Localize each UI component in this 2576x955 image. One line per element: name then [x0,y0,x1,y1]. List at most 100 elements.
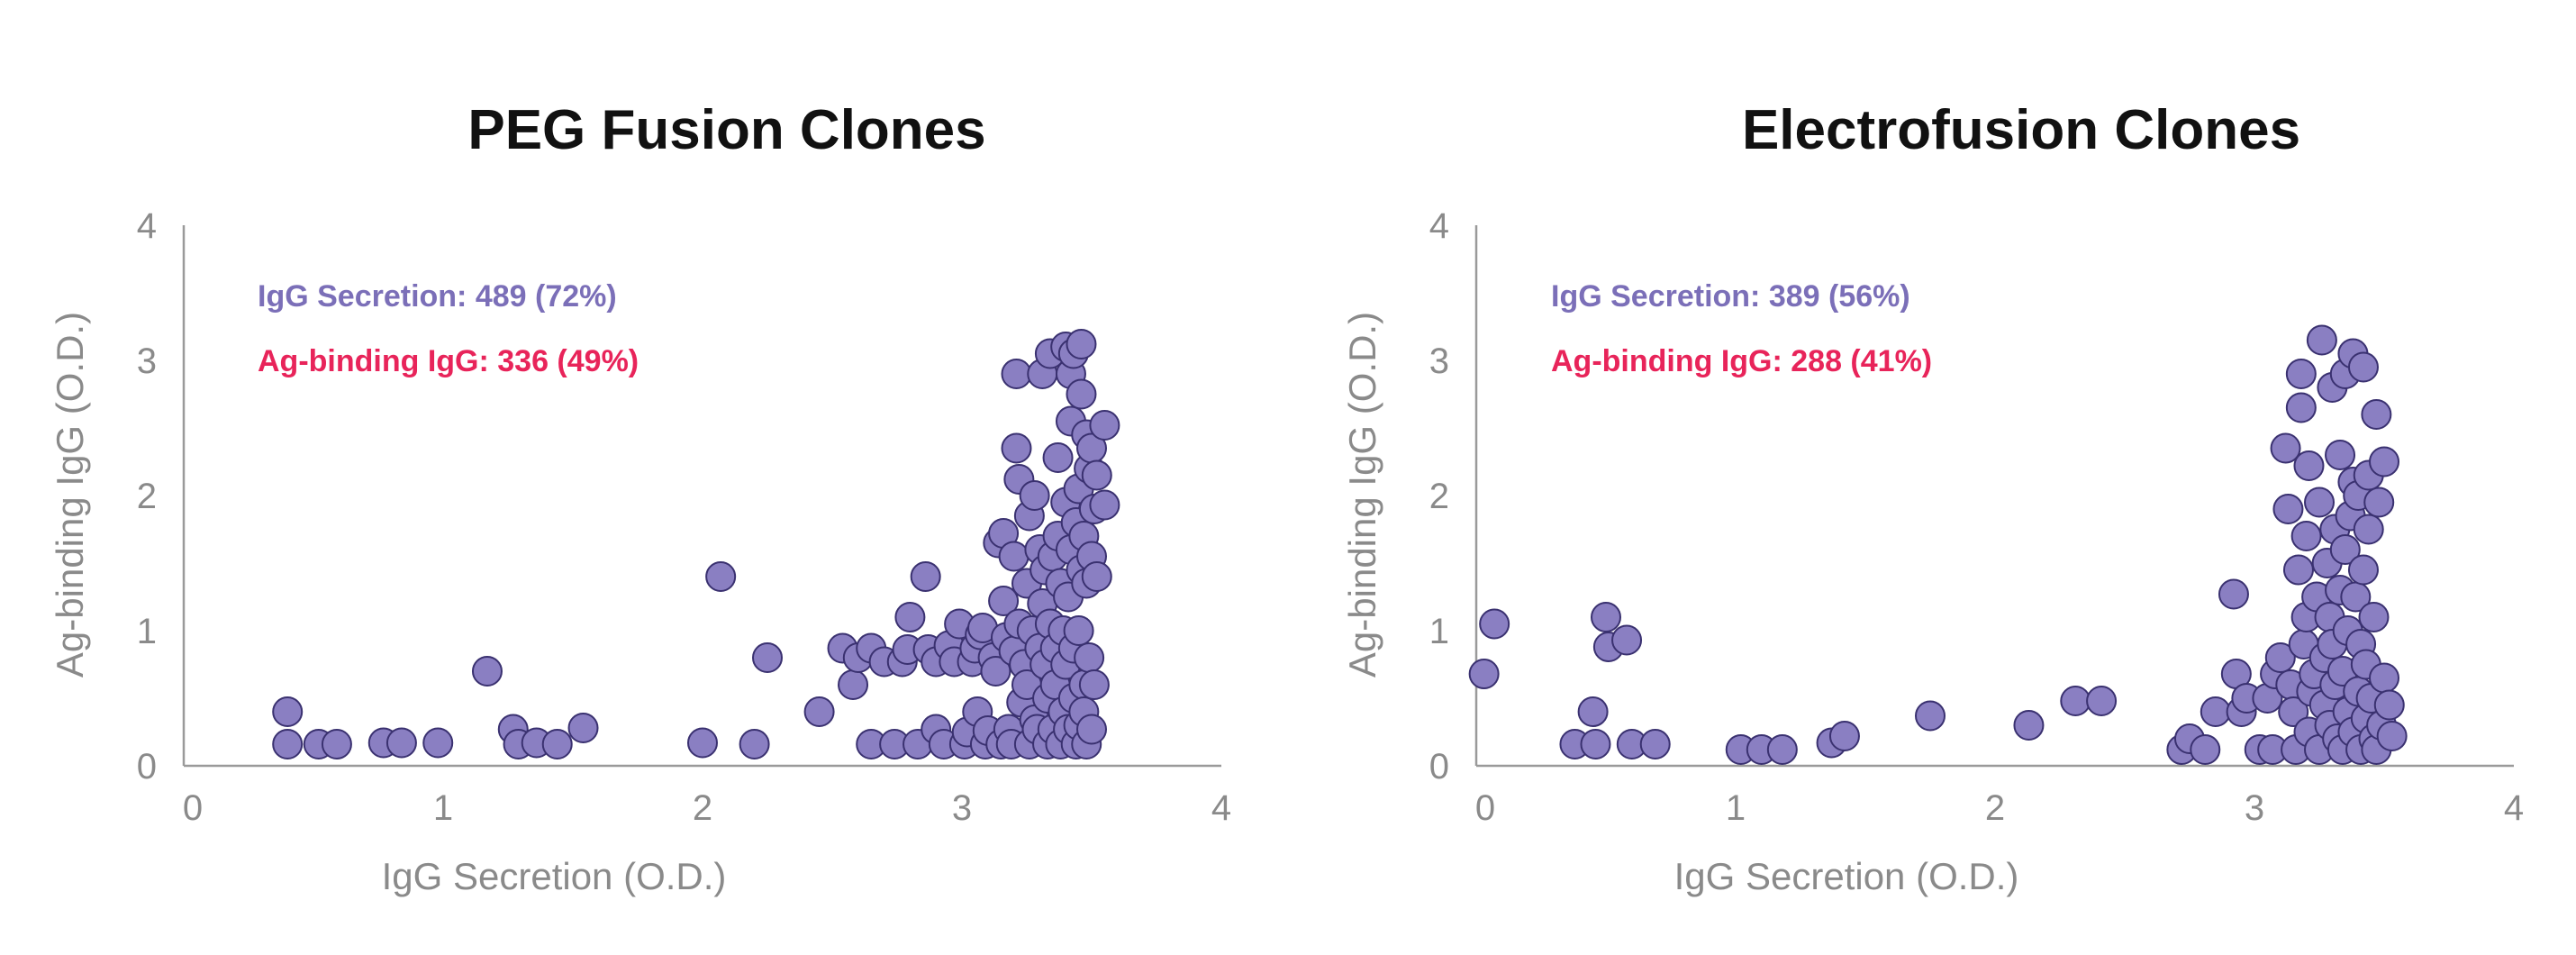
x-tick-label: 3 [2245,788,2264,828]
data-point [2306,324,2337,356]
data-point [1019,480,1050,511]
data-point [739,729,770,759]
data-point [894,602,926,632]
data-point [2376,721,2408,751]
x-axis-label: IgG Secretion (O.D.) [1674,855,2019,897]
scatter-points [272,329,1120,759]
data-point [2304,487,2335,518]
y-tick-labels: 0 1 2 3 4 [137,206,157,787]
data-point [1639,729,1671,759]
data-point [838,669,869,700]
scatter-points [1468,324,2408,765]
annotation-ag-binding: Ag-binding IgG: 336 (49%) [258,344,639,378]
y-tick-label: 2 [1429,477,1449,516]
y-tick-label: 4 [1429,206,1449,246]
data-point [705,561,737,592]
x-tick-label: 1 [433,788,453,828]
data-point [2363,487,2395,518]
data-point [1915,700,1946,732]
data-point [1078,669,1110,700]
y-tick-label: 1 [1429,612,1449,651]
data-point [1468,659,1500,689]
data-point [2290,521,2322,551]
x-tick-label: 0 [1475,788,1495,828]
data-point [272,696,304,727]
chart-electrofusion: Electrofusion Clones IgG Secretion (O.D.… [1341,99,2524,897]
data-point [803,696,835,727]
data-point [2369,446,2399,478]
data-point [471,656,503,687]
data-point [1089,489,1120,521]
data-point [272,729,304,759]
data-point [1066,329,1097,359]
annotation-igg-secretion: IgG Secretion: 489 (72%) [258,279,617,314]
annotation-igg-secretion: IgG Secretion: 389 (56%) [1551,279,1910,314]
data-point [2285,392,2317,423]
data-point [1074,642,1105,673]
data-point [2218,578,2249,610]
y-tick-label: 1 [137,612,157,651]
data-point [1479,608,1510,640]
x-tick-label: 4 [1211,788,1231,828]
x-tick-labels: 0 1 2 3 4 [1475,788,2524,828]
y-tick-label: 0 [137,747,157,787]
data-point [2329,534,2361,565]
data-point [422,727,454,759]
data-point [2347,554,2379,586]
data-point [1081,459,1112,491]
data-point [1001,432,1032,464]
data-point [1580,729,1611,759]
data-point [2200,696,2231,727]
y-tick-label: 2 [137,477,157,516]
chart-peg-fusion: PEG Fusion Clones IgG Secretion (O.D.) A… [49,99,1231,897]
x-tick-label: 1 [1726,788,1746,828]
y-axis-label: Ag-binding IgG (O.D.) [1341,312,1383,678]
data-point [2264,642,2296,673]
data-point [2282,554,2314,586]
data-point [1066,378,1097,410]
data-point [567,713,599,743]
data-point [1766,734,1798,765]
data-point [1063,615,1094,646]
y-tick-label: 4 [137,206,157,246]
x-tick-label: 3 [952,788,972,828]
data-point [1081,561,1112,592]
data-point [1001,359,1032,389]
data-point [2086,686,2118,716]
data-point [1591,602,1621,632]
x-tick-label: 2 [693,788,712,828]
data-point [752,642,783,673]
data-point [2369,662,2399,694]
data-point [321,729,352,759]
annotation-ag-binding: Ag-binding IgG: 288 (41%) [1551,344,1932,378]
data-point [2272,494,2304,524]
data-point [2325,440,2356,470]
data-point [1611,624,1643,656]
data-point [2270,432,2301,464]
data-point [2373,689,2405,721]
data-point [385,727,417,759]
data-point [2353,514,2384,545]
data-point [2358,602,2390,632]
data-point [1076,714,1107,745]
data-point [687,727,718,759]
data-point [910,561,941,592]
chart-title: PEG Fusion Clones [467,99,985,161]
data-point [980,656,1011,687]
y-tick-label: 3 [1429,341,1449,381]
y-axis-label: Ag-binding IgG (O.D.) [49,312,91,678]
data-point [2347,351,2379,383]
data-point [2361,399,2392,430]
x-tick-label: 0 [183,788,203,828]
data-point [2293,450,2325,481]
data-point [988,586,1020,616]
data-point [1089,410,1120,441]
data-point [2060,686,2091,716]
chart-title: Electrofusion Clones [1742,99,2300,161]
x-axis-label: IgG Secretion (O.D.) [382,855,727,897]
y-tick-labels: 0 1 2 3 4 [1429,206,1449,787]
x-tick-labels: 0 1 2 3 4 [183,788,1231,828]
data-point [2013,710,2045,741]
x-tick-label: 4 [2504,788,2524,828]
